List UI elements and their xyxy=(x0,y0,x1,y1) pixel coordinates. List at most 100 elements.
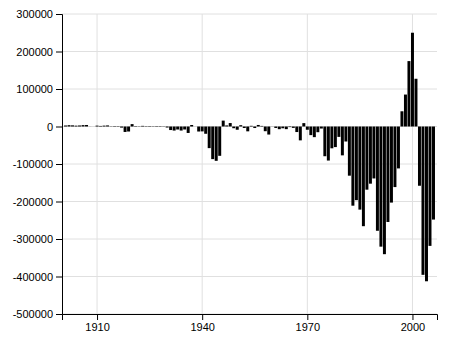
bar xyxy=(183,127,186,130)
tick-label: -400000 xyxy=(13,271,53,283)
bar xyxy=(131,124,134,126)
bar xyxy=(253,127,256,129)
bar xyxy=(176,127,179,130)
bar xyxy=(222,121,225,127)
bar xyxy=(215,127,218,161)
tick: 0 xyxy=(47,121,62,133)
tick-label: 300000 xyxy=(16,8,53,20)
bar xyxy=(173,127,176,131)
bar xyxy=(355,127,358,201)
tick: 1970 xyxy=(296,314,320,333)
tick-mark xyxy=(307,314,308,320)
bar xyxy=(99,125,102,127)
bar xyxy=(138,126,141,127)
tick: -300000 xyxy=(13,233,62,245)
bar xyxy=(299,127,302,141)
bar xyxy=(92,126,95,127)
bar xyxy=(306,127,309,130)
tick-mark xyxy=(56,239,62,240)
bar xyxy=(113,126,116,127)
bar xyxy=(264,127,267,132)
bar xyxy=(162,126,165,127)
tick-mark xyxy=(97,314,98,320)
bar xyxy=(236,127,239,130)
tick-label: 2000 xyxy=(401,321,425,333)
bar xyxy=(323,127,326,157)
bar xyxy=(243,127,246,129)
tick-label: 1940 xyxy=(190,321,214,333)
bar xyxy=(320,127,323,129)
bar xyxy=(414,79,417,127)
bar xyxy=(257,125,260,127)
bar xyxy=(166,127,169,128)
x-axis: 1910 1940 1970 2000 xyxy=(63,314,438,333)
bar xyxy=(344,127,347,142)
bar xyxy=(211,127,214,160)
bar xyxy=(425,127,428,282)
axis-line xyxy=(56,15,63,315)
bar xyxy=(124,127,127,132)
bar xyxy=(393,127,396,188)
tick-mark xyxy=(56,277,62,278)
bar xyxy=(334,127,337,148)
bar xyxy=(376,127,379,231)
grid-line xyxy=(62,51,437,52)
tick: 2000 xyxy=(401,314,425,333)
bar xyxy=(225,125,228,126)
bar xyxy=(127,127,130,132)
bar xyxy=(407,61,410,126)
chart: 19101940197020003000002000001000000-1000… xyxy=(0,0,455,344)
bar xyxy=(267,127,270,135)
bar xyxy=(250,125,253,127)
y-axis: 3000002000001000000-100000-200000-300000… xyxy=(13,8,63,320)
bar xyxy=(120,127,123,128)
bar xyxy=(152,126,155,127)
tick-mark xyxy=(202,314,203,320)
bars xyxy=(64,33,435,282)
bar xyxy=(159,126,162,127)
bar xyxy=(148,126,151,127)
tick: 1910 xyxy=(85,314,109,333)
tick: 300000 xyxy=(16,8,62,20)
bar xyxy=(82,125,85,126)
bar xyxy=(194,126,197,127)
grid-line xyxy=(62,276,437,277)
tick-mark xyxy=(56,127,62,128)
tick: 1940 xyxy=(190,314,214,333)
bar xyxy=(379,127,382,247)
bar xyxy=(271,126,274,127)
tick-label: 200000 xyxy=(16,46,53,58)
bar xyxy=(288,126,291,128)
bar xyxy=(341,127,344,156)
bar xyxy=(141,125,144,127)
tick-label: 0 xyxy=(47,121,53,133)
tick-mark xyxy=(56,164,62,165)
bar xyxy=(246,127,249,132)
bar xyxy=(330,127,333,149)
tick: -500000 xyxy=(13,308,62,320)
grid-line xyxy=(97,14,98,314)
bar xyxy=(85,125,88,127)
bar xyxy=(71,125,74,126)
bar xyxy=(110,126,113,127)
bar xyxy=(390,127,393,203)
bar xyxy=(386,127,389,222)
bar xyxy=(117,126,120,127)
bar xyxy=(239,125,242,126)
bar xyxy=(400,111,403,126)
bar xyxy=(337,127,340,137)
bar xyxy=(197,127,200,132)
bar xyxy=(169,127,172,131)
bar xyxy=(358,127,361,210)
bar xyxy=(260,125,263,127)
bar xyxy=(89,126,92,127)
bar xyxy=(429,127,432,246)
tick: -400000 xyxy=(13,271,62,283)
bar xyxy=(78,125,81,126)
bar xyxy=(404,95,407,127)
bar xyxy=(432,127,435,220)
bar xyxy=(187,127,190,133)
bar xyxy=(155,126,158,127)
bar xyxy=(229,123,232,126)
bar xyxy=(327,127,330,161)
